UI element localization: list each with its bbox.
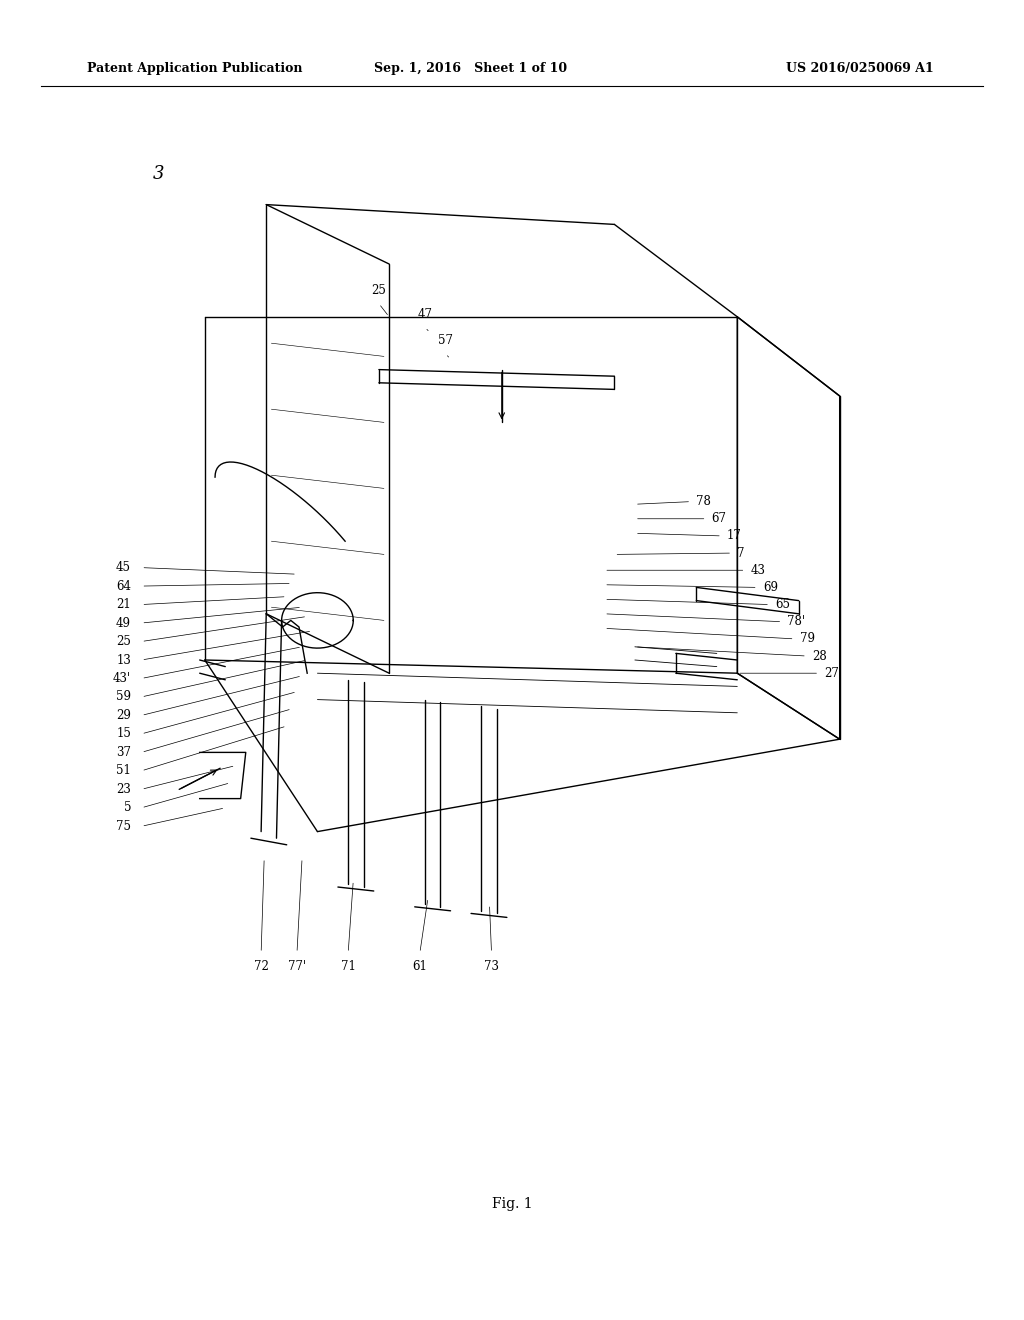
Text: 51: 51 [116, 764, 131, 777]
Text: 21: 21 [117, 598, 131, 611]
Text: 72: 72 [254, 960, 268, 973]
Text: 15: 15 [116, 727, 131, 741]
Text: Patent Application Publication: Patent Application Publication [87, 62, 302, 75]
Text: 64: 64 [116, 579, 131, 593]
Text: 45: 45 [116, 561, 131, 574]
Text: 57: 57 [438, 334, 453, 347]
Text: 29: 29 [116, 709, 131, 722]
Text: 78': 78' [787, 615, 806, 628]
Text: 77': 77' [288, 960, 306, 973]
Text: 73: 73 [484, 960, 499, 973]
Text: 7: 7 [737, 546, 744, 560]
Text: 75: 75 [116, 820, 131, 833]
Text: 79: 79 [800, 632, 815, 645]
Text: 28: 28 [812, 649, 826, 663]
Text: 65: 65 [775, 598, 791, 611]
Text: 3: 3 [153, 165, 165, 183]
Text: 43': 43' [113, 672, 131, 685]
Text: 43: 43 [751, 564, 766, 577]
Text: 61: 61 [413, 960, 427, 973]
Text: 25: 25 [116, 635, 131, 648]
Text: 49: 49 [116, 616, 131, 630]
Text: 13: 13 [116, 653, 131, 667]
Text: 5: 5 [124, 801, 131, 814]
Text: 27: 27 [824, 667, 840, 680]
Text: 59: 59 [116, 690, 131, 704]
Text: US 2016/0250069 A1: US 2016/0250069 A1 [786, 62, 934, 75]
Text: 17: 17 [727, 529, 742, 543]
Text: 67: 67 [712, 512, 727, 525]
Text: 78: 78 [696, 495, 712, 508]
Text: 69: 69 [763, 581, 778, 594]
Text: 23: 23 [116, 783, 131, 796]
Text: Sep. 1, 2016   Sheet 1 of 10: Sep. 1, 2016 Sheet 1 of 10 [375, 62, 567, 75]
Text: 37: 37 [116, 746, 131, 759]
Text: 25: 25 [372, 284, 386, 297]
Text: 47: 47 [418, 308, 432, 321]
Text: Fig. 1: Fig. 1 [492, 1197, 532, 1210]
Text: 71: 71 [341, 960, 355, 973]
